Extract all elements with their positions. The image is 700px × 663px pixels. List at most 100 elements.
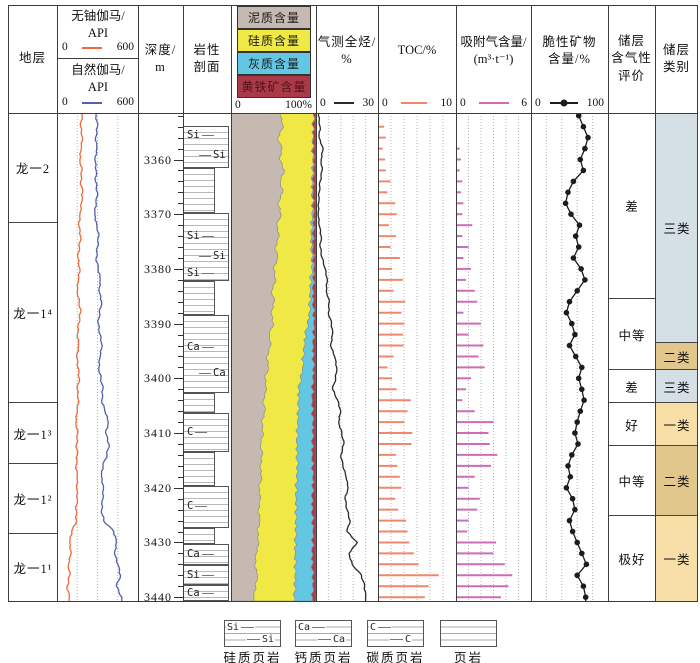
legend-label: 碳质页岩 <box>366 651 425 663</box>
lithology-block-shale <box>183 452 215 486</box>
depth-minor-tick <box>178 455 183 456</box>
lithology-symbol-c: C <box>187 500 208 512</box>
depth-minor-tick <box>178 335 183 336</box>
evaluation-cell: 差 <box>609 113 655 298</box>
stratum-cell: 龙一1¹ <box>9 533 57 601</box>
legend-symbol: Si <box>226 622 256 633</box>
header-adsorbed-gas: 吸附气含量/ (m³·t⁻¹) 0 6 <box>456 5 531 113</box>
header-gamma-uranium-free: 无铀伽马/ API 0 600 <box>58 5 138 58</box>
depth-minor-tick <box>178 575 183 576</box>
lith-sym-text: Ca <box>187 341 200 353</box>
lith-sym-dash <box>195 505 208 507</box>
lithology-block-shale <box>183 393 215 413</box>
depth-label: 3370 <box>144 207 172 221</box>
lith-sym-text: C <box>187 500 194 512</box>
legend-mud-content: 泥质含量 <box>237 6 311 29</box>
lithology-symbol-si: Si <box>187 129 214 141</box>
legend-sym-dash <box>247 639 260 640</box>
depth-minor-tick <box>178 247 183 248</box>
depth-minor-tick <box>178 236 183 237</box>
row-border <box>8 601 698 602</box>
depth-label: 3430 <box>144 535 172 549</box>
adsorbed-line-swatch <box>478 101 509 104</box>
header-depth: 深度/ m <box>144 42 177 75</box>
depth-minor-tick <box>178 291 183 292</box>
legend-sym-text: Si <box>262 634 275 645</box>
depth-minor-tick <box>178 564 183 565</box>
lith-sym-text: Si <box>187 569 200 581</box>
legend-symbol: C <box>389 634 413 645</box>
depth-minor-tick <box>178 521 183 522</box>
legend-sym-text: Ca <box>333 634 346 645</box>
legend-sym-text: C <box>370 622 377 633</box>
depth-major-tick <box>174 488 183 489</box>
stratum-cell: 龙一1⁴ <box>9 222 57 402</box>
evaluation-cell-label: 差 <box>625 380 639 395</box>
evaluation-cell-label: 中等 <box>618 475 646 489</box>
depth-minor-tick <box>178 313 183 314</box>
lith-sym-dash <box>201 272 214 274</box>
brittle-scale: 0 100 <box>535 96 604 109</box>
legend-pyrite-content: 黄铁矿含量 <box>237 75 311 98</box>
legend-sym-dash <box>390 639 403 640</box>
gamma-u-scale: 0 600 <box>62 41 134 54</box>
depth-minor-tick <box>178 466 183 467</box>
lith-sym-text: Si <box>213 149 226 161</box>
adsorbed-scale: 0 6 <box>460 96 527 109</box>
depth-major-tick <box>174 378 183 379</box>
lith-sym-text: Si <box>187 230 200 242</box>
gas-scale: 0 30 <box>320 96 374 109</box>
column-border <box>531 5 532 601</box>
header-gas: 气测全烃/ % 0 30 <box>316 5 378 113</box>
stratum-cell-label: 龙一2 <box>15 162 51 176</box>
depth-minor-tick <box>178 367 183 368</box>
lith-sym-dash <box>201 592 214 594</box>
category-cell-label: 二类 <box>663 475 691 489</box>
category-cell-label: 三类 <box>663 380 691 395</box>
toc-line-swatch <box>401 101 428 104</box>
lithology-symbol-ca: Ca <box>187 548 214 560</box>
depth-label: 3440 <box>144 590 172 604</box>
category-cell: 二类 <box>656 445 698 515</box>
gamma-n-line-swatch <box>82 102 103 105</box>
depth-minor-tick <box>178 225 183 226</box>
category-cell: 一类 <box>656 515 698 601</box>
category-cell-label: 二类 <box>663 350 691 365</box>
evaluation-cell-label: 好 <box>625 418 639 433</box>
depth-major-tick <box>174 597 183 598</box>
gamma-u-unit: API <box>87 25 109 40</box>
category-cell-label: 三类 <box>663 222 691 236</box>
depth-major-tick <box>174 160 183 161</box>
lithology-block-labeled <box>183 126 229 168</box>
stratum-cell: 龙一2 <box>9 113 57 222</box>
column-border <box>138 5 139 601</box>
evaluation-cell-label: 中等 <box>618 328 646 343</box>
lithology-symbol-si: Si <box>187 267 214 279</box>
column-border <box>456 5 457 601</box>
depth-minor-tick <box>178 138 183 139</box>
category-cell-label: 一类 <box>663 418 691 433</box>
depth-minor-tick <box>178 149 183 150</box>
legend-symbol: C <box>369 622 393 633</box>
lithology-block-labeled <box>183 315 229 393</box>
gas-line-swatch <box>334 101 355 104</box>
depth-major-tick <box>174 542 183 543</box>
lithology-symbol-si: Si <box>199 250 226 262</box>
lith-sym-dash <box>201 574 214 576</box>
lith-sym-text: C <box>187 426 194 438</box>
column-border <box>57 5 58 601</box>
gamma-u-title: 无铀伽马/ <box>71 8 125 23</box>
depth-minor-tick <box>178 302 183 303</box>
header-brittle: 脆性矿物 含量/% 0 100 <box>531 5 608 113</box>
track-gas <box>317 113 367 601</box>
track-toc <box>378 113 444 601</box>
depth-minor-tick <box>178 444 183 445</box>
column-border <box>183 5 184 601</box>
lith-sym-dash <box>199 154 211 156</box>
column-border <box>8 5 9 601</box>
depth-minor-tick <box>178 389 183 390</box>
lithology-block-shale <box>183 528 215 544</box>
legend-box-4 <box>440 620 497 647</box>
lith-sym-dash <box>201 553 214 555</box>
depth-major-tick <box>174 433 183 434</box>
